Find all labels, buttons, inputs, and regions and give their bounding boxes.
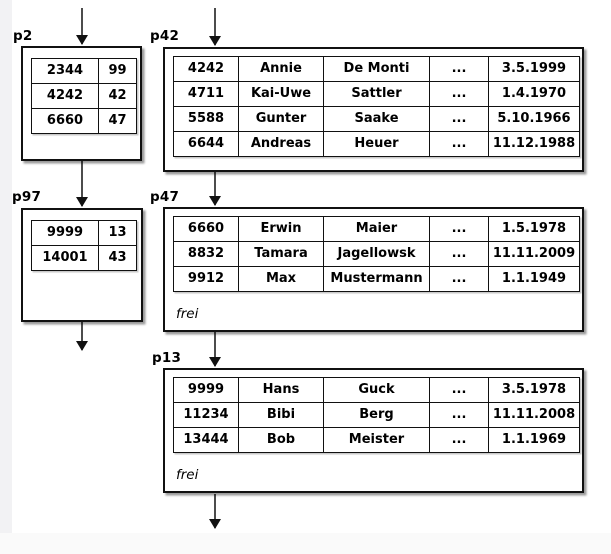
free-space-label: frei — [176, 467, 199, 483]
date-cell: 1.1.1949 — [488, 266, 580, 292]
lastname-cell: Jagellowsk — [323, 241, 430, 267]
lastname-cell: Sattler — [323, 81, 430, 107]
page-label-p97: p97 — [12, 189, 42, 205]
ellipsis-cell: ... — [429, 81, 489, 107]
date-cell: 1.4.1970 — [488, 81, 580, 107]
firstname-cell: Gunter — [238, 106, 324, 132]
ellipsis-cell: ... — [429, 377, 489, 403]
firstname-cell: Max — [238, 266, 324, 292]
firstname-cell: Bob — [238, 427, 324, 453]
page-label-p2: p2 — [13, 28, 33, 44]
ellipsis-cell: ... — [429, 427, 489, 453]
date-cell: 1.1.1969 — [488, 427, 580, 453]
page-label-p47: p47 — [150, 189, 180, 205]
lastname-cell: Berg — [323, 402, 430, 428]
page-box-p97: 9999 13 14001 43 — [21, 208, 143, 322]
page-label-p42: p42 — [150, 28, 180, 44]
pointer-cell: 13 — [98, 220, 137, 246]
table-row: 5588 Gunter Saake ... 5.10.1966 — [173, 106, 580, 132]
id-cell: 6644 — [173, 131, 239, 157]
data-table-p13: 9999 Hans Guck ... 3.5.1978 11234 Bibi B… — [173, 377, 580, 453]
id-cell: 6660 — [173, 216, 239, 242]
lastname-cell: Mustermann — [323, 266, 430, 292]
lastname-cell: Maier — [323, 216, 430, 242]
id-cell: 9912 — [173, 266, 239, 292]
firstname-cell: Kai-Uwe — [238, 81, 324, 107]
table-row: 4242 42 — [31, 83, 137, 109]
id-cell: 4242 — [173, 56, 239, 82]
ellipsis-cell: ... — [429, 131, 489, 157]
date-cell: 11.11.2009 — [488, 241, 580, 267]
ellipsis-cell: ... — [429, 216, 489, 242]
firstname-cell: Hans — [238, 377, 324, 403]
id-cell: 11234 — [173, 402, 239, 428]
left-margin — [0, 0, 12, 533]
ellipsis-cell: ... — [429, 402, 489, 428]
lastname-cell: De Monti — [323, 56, 430, 82]
key-cell: 6660 — [31, 108, 99, 134]
lastname-cell: Guck — [323, 377, 430, 403]
page-box-p42: 4242 Annie De Monti ... 3.5.1999 4711 Ka… — [163, 47, 584, 172]
table-row: 2344 99 — [31, 58, 137, 84]
page-box-p2: 2344 99 4242 42 6660 47 — [21, 46, 142, 161]
date-cell: 3.5.1978 — [488, 377, 580, 403]
firstname-cell: Erwin — [238, 216, 324, 242]
ellipsis-cell: ... — [429, 241, 489, 267]
page-label-p13: p13 — [152, 350, 182, 366]
key-cell: 2344 — [31, 58, 99, 84]
table-row: 8832 Tamara Jagellowsk ... 11.11.2009 — [173, 241, 580, 267]
pointer-cell: 47 — [98, 108, 137, 134]
table-row: 9912 Max Mustermann ... 1.1.1949 — [173, 266, 580, 292]
lastname-cell: Meister — [323, 427, 430, 453]
table-row: 9999 13 — [31, 220, 137, 246]
id-cell: 9999 — [173, 377, 239, 403]
date-cell: 11.12.1988 — [488, 131, 580, 157]
id-cell: 4711 — [173, 81, 239, 107]
data-table-p42: 4242 Annie De Monti ... 3.5.1999 4711 Ka… — [173, 56, 580, 157]
pointer-cell: 99 — [98, 58, 137, 84]
free-space-label: frei — [176, 306, 199, 322]
table-row: 11234 Bibi Berg ... 11.11.2008 — [173, 402, 580, 428]
table-row: 6660 47 — [31, 108, 137, 134]
table-row: 6660 Erwin Maier ... 1.5.1978 — [173, 216, 580, 242]
data-table-p47: 6660 Erwin Maier ... 1.5.1978 8832 Tamar… — [173, 216, 580, 292]
lastname-cell: Heuer — [323, 131, 430, 157]
date-cell: 11.11.2008 — [488, 402, 580, 428]
page-box-p47: 6660 Erwin Maier ... 1.5.1978 8832 Tamar… — [163, 207, 584, 332]
ellipsis-cell: ... — [429, 266, 489, 292]
key-cell: 14001 — [31, 245, 99, 271]
page-box-p13: 9999 Hans Guck ... 3.5.1978 11234 Bibi B… — [163, 368, 584, 493]
table-row: 14001 43 — [31, 245, 137, 271]
id-cell: 5588 — [173, 106, 239, 132]
date-cell: 3.5.1999 — [488, 56, 580, 82]
key-cell: 9999 — [31, 220, 99, 246]
id-cell: 13444 — [173, 427, 239, 453]
index-table-p97: 9999 13 14001 43 — [31, 220, 137, 271]
date-cell: 5.10.1966 — [488, 106, 580, 132]
id-cell: 8832 — [173, 241, 239, 267]
pointer-cell: 43 — [98, 245, 137, 271]
table-row: 9999 Hans Guck ... 3.5.1978 — [173, 377, 580, 403]
table-row: 13444 Bob Meister ... 1.1.1969 — [173, 427, 580, 453]
pointer-cell: 42 — [98, 83, 137, 109]
key-cell: 4242 — [31, 83, 99, 109]
table-row: 4711 Kai-Uwe Sattler ... 1.4.1970 — [173, 81, 580, 107]
firstname-cell: Tamara — [238, 241, 324, 267]
ellipsis-cell: ... — [429, 56, 489, 82]
table-row: 4242 Annie De Monti ... 3.5.1999 — [173, 56, 580, 82]
date-cell: 1.5.1978 — [488, 216, 580, 242]
ellipsis-cell: ... — [429, 106, 489, 132]
firstname-cell: Bibi — [238, 402, 324, 428]
lastname-cell: Saake — [323, 106, 430, 132]
table-row: 6644 Andreas Heuer ... 11.12.1988 — [173, 131, 580, 157]
firstname-cell: Andreas — [238, 131, 324, 157]
bottom-margin — [0, 533, 611, 554]
firstname-cell: Annie — [238, 56, 324, 82]
index-table-p2: 2344 99 4242 42 6660 47 — [31, 58, 137, 134]
